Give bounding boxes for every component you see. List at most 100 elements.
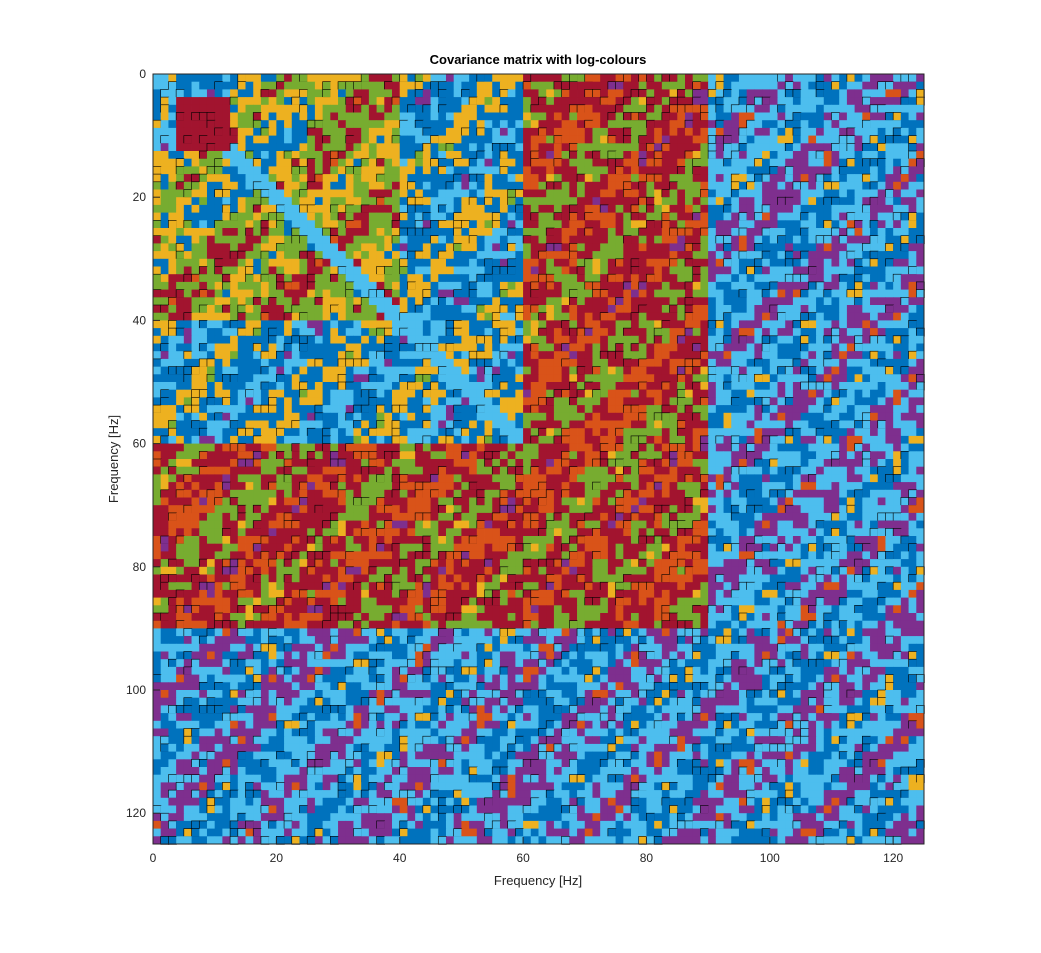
heatmap-cell (492, 197, 501, 206)
heatmap-cell (700, 335, 709, 344)
heatmap-cell (638, 204, 647, 213)
heatmap-cell (769, 351, 778, 360)
heatmap-cell (152, 166, 162, 175)
heatmap-cell (777, 305, 786, 314)
heatmap-cell (654, 343, 663, 352)
heatmap-cell (430, 297, 439, 306)
heatmap-cell (893, 258, 902, 267)
heatmap-cell (392, 412, 401, 421)
heatmap-cell (237, 412, 246, 421)
heatmap-cell (415, 189, 424, 198)
heatmap-cell (762, 312, 771, 321)
heatmap-cell (800, 374, 809, 383)
heatmap-cell (214, 443, 223, 452)
heatmap-cell (631, 197, 640, 206)
heatmap-cell (530, 443, 539, 452)
heatmap-cell (600, 405, 609, 414)
heatmap-cell (669, 135, 678, 144)
heatmap-cell (862, 104, 871, 113)
heatmap-cell (392, 143, 401, 152)
heatmap-cell (577, 251, 586, 260)
heatmap-cell (676, 366, 686, 376)
heatmap-cell (599, 312, 609, 322)
heatmap-cell (653, 412, 663, 422)
heatmap-cell (353, 104, 362, 114)
heatmap-cell (191, 443, 200, 452)
heatmap-cell (800, 81, 809, 90)
heatmap-cell (368, 212, 377, 221)
heatmap-cell (353, 89, 362, 98)
heatmap-cell (900, 382, 909, 391)
heatmap-cell (330, 435, 339, 444)
heatmap-cell (577, 274, 586, 283)
heatmap-cell (476, 189, 485, 198)
heatmap-cell (777, 351, 786, 360)
heatmap-cell (199, 374, 208, 383)
heatmap-cell (461, 351, 470, 360)
heatmap-cell (461, 235, 470, 244)
heatmap-cell (492, 358, 501, 367)
heatmap-cell (808, 428, 817, 437)
heatmap-cell (785, 320, 794, 329)
heatmap-cell (183, 74, 192, 83)
heatmap-cell (461, 320, 470, 329)
heatmap-cell (808, 251, 817, 260)
heatmap-cell (831, 428, 840, 437)
heatmap-cell (291, 351, 300, 360)
heatmap-cell (762, 328, 771, 337)
heatmap-cell (577, 420, 586, 429)
heatmap-cell (430, 266, 439, 275)
heatmap-cell (376, 443, 385, 452)
heatmap-cell (461, 220, 470, 229)
heatmap-cell (731, 305, 740, 314)
heatmap-cell (584, 174, 593, 183)
heatmap-cell (523, 258, 532, 267)
heatmap-cell (230, 389, 239, 398)
heatmap-cell (353, 135, 362, 144)
heatmap-cell (692, 89, 702, 98)
heatmap-cell (546, 389, 555, 398)
heatmap-cell (230, 74, 239, 83)
heatmap-cell (584, 358, 593, 367)
heatmap-cell (870, 81, 879, 90)
heatmap-cell (260, 343, 270, 352)
heatmap-cell (839, 405, 848, 414)
heatmap-cell (345, 243, 354, 252)
heatmap-cell (160, 258, 169, 267)
heatmap-cell (368, 104, 377, 113)
heatmap-cell (692, 143, 701, 152)
heatmap-cell (499, 358, 509, 367)
heatmap-cell (368, 312, 377, 321)
heatmap-cell (546, 320, 555, 329)
heatmap-cell (808, 104, 817, 113)
heatmap-cell (160, 366, 169, 375)
heatmap-cell (846, 435, 856, 444)
heatmap-cell (661, 328, 670, 337)
heatmap-cell (784, 166, 794, 175)
heatmap-cell (584, 181, 593, 190)
heatmap-cell (515, 127, 524, 136)
heatmap-cell (792, 81, 802, 90)
heatmap-cell (407, 312, 416, 321)
heatmap-cell (322, 251, 331, 260)
heatmap-cell (291, 328, 300, 337)
heatmap-cell (222, 112, 231, 121)
heatmap-cell (823, 104, 832, 113)
heatmap-cell (561, 358, 571, 368)
heatmap-cell (499, 350, 509, 360)
heatmap-cell (469, 382, 478, 391)
heatmap-cell (723, 405, 732, 414)
heatmap-cell (569, 428, 578, 437)
heatmap-cell (160, 212, 169, 221)
heatmap-cell (499, 197, 509, 206)
heatmap-cell (538, 273, 547, 283)
heatmap-cell (314, 89, 324, 98)
heatmap-cell (877, 428, 886, 437)
heatmap-cell (438, 351, 447, 360)
heatmap-cell (808, 312, 817, 322)
heatmap-cell (299, 435, 308, 444)
heatmap-cell (523, 181, 532, 190)
heatmap-cell (615, 74, 624, 83)
heatmap-cell (916, 81, 925, 90)
heatmap-cell (476, 181, 485, 190)
